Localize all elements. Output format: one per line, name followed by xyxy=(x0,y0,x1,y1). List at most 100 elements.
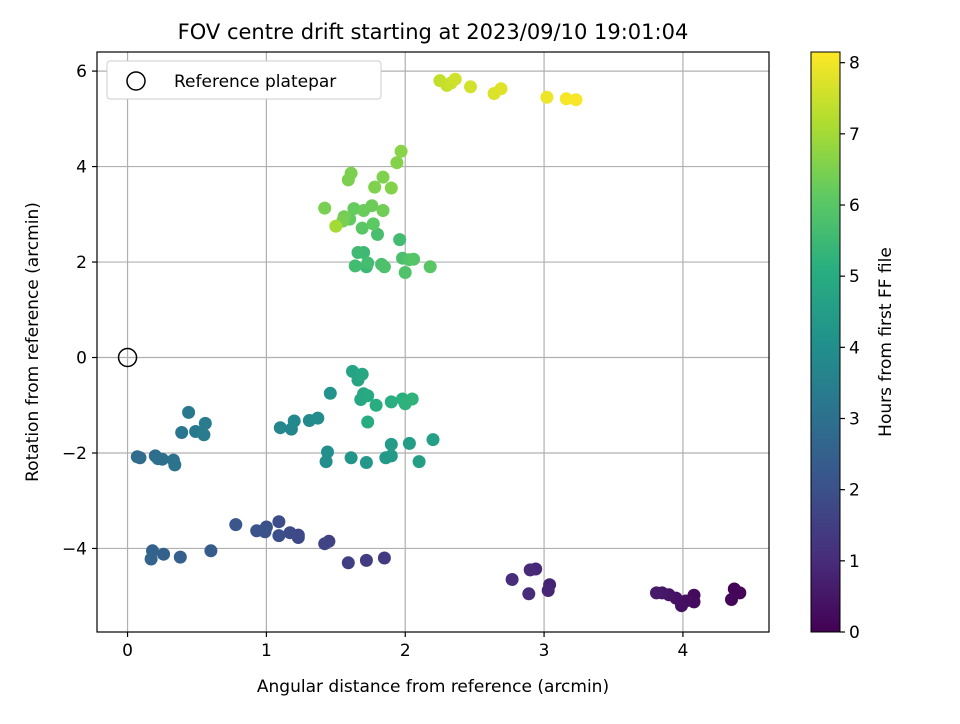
reference-platepar-marker xyxy=(117,347,138,368)
legend-marker xyxy=(126,71,146,91)
grid-lines xyxy=(97,52,769,632)
data-point xyxy=(355,221,369,235)
data-point xyxy=(376,170,390,184)
data-point xyxy=(393,233,407,247)
data-point xyxy=(318,537,332,551)
colorbar-label: Hours from first FF file xyxy=(876,247,896,437)
legend: Reference platepar xyxy=(106,60,382,100)
data-point xyxy=(197,428,211,442)
data-point xyxy=(175,426,189,439)
data-point xyxy=(344,166,358,180)
data-point xyxy=(412,455,426,469)
data-point xyxy=(366,217,380,231)
colorbar-tick-label: 5 xyxy=(849,267,860,287)
data-point xyxy=(407,252,421,266)
data-point xyxy=(329,219,343,233)
colorbar-tick-label: 4 xyxy=(849,338,860,358)
x-tick-label: 0 xyxy=(122,641,133,661)
data-point xyxy=(368,180,382,194)
plot-frame xyxy=(96,51,770,633)
data-point xyxy=(347,202,361,216)
data-point xyxy=(390,156,404,170)
data-point xyxy=(448,72,462,86)
data-point xyxy=(384,437,398,451)
data-point xyxy=(384,395,398,409)
data-point xyxy=(541,584,555,597)
data-point xyxy=(130,450,144,464)
data-point xyxy=(168,458,182,472)
legend-box xyxy=(106,60,382,100)
data-point xyxy=(323,386,337,400)
colorbar-tick-label: 1 xyxy=(849,552,860,572)
data-point xyxy=(144,552,158,566)
data-point xyxy=(394,144,408,158)
axis-ticks: 0 1 2 3 4 −4 −2 0 2 4 6 xyxy=(62,62,688,661)
data-point xyxy=(173,550,187,564)
data-point xyxy=(365,199,379,213)
data-point xyxy=(540,90,554,104)
data-point xyxy=(377,551,391,565)
colorbar-tick-label: 0 xyxy=(849,623,860,643)
data-point xyxy=(155,452,169,466)
data-point xyxy=(359,456,373,469)
data-point xyxy=(377,260,391,274)
data-point xyxy=(198,416,212,430)
y-tick-label: 6 xyxy=(76,62,87,82)
data-point xyxy=(283,526,297,540)
data-point xyxy=(384,181,398,195)
x-tick-label: 2 xyxy=(400,641,411,661)
data-point xyxy=(273,421,287,435)
data-point xyxy=(321,445,334,459)
x-axis-label: Angular distance from reference (arcmin) xyxy=(257,677,609,697)
data-point xyxy=(559,92,573,106)
data-point xyxy=(505,573,519,586)
data-point xyxy=(229,518,243,532)
data-point xyxy=(348,259,362,273)
data-point xyxy=(311,411,325,425)
data-point xyxy=(341,556,355,570)
colorbar-tick-label: 6 xyxy=(849,196,860,216)
colorbar-tick-label: 2 xyxy=(849,481,860,501)
data-point xyxy=(725,593,738,606)
data-point xyxy=(405,392,419,406)
data-point xyxy=(361,389,375,403)
data-point xyxy=(359,553,373,567)
data-point xyxy=(398,266,412,279)
colorbar-tick-label: 8 xyxy=(849,54,860,74)
data-point xyxy=(287,414,301,428)
data-point xyxy=(250,524,264,538)
data-point xyxy=(272,529,286,543)
legend-label: Reference platepar xyxy=(174,72,336,92)
colorbar-gradient xyxy=(810,51,841,633)
y-axis-label: Rotation from reference (arcmin) xyxy=(23,202,43,482)
data-point xyxy=(650,586,663,600)
data-point xyxy=(464,80,477,94)
y-tick-label: 0 xyxy=(76,349,87,369)
data-point xyxy=(272,515,286,529)
colorbar-tick-label: 3 xyxy=(849,410,860,430)
data-point xyxy=(494,82,508,96)
colorbar-ticks: 0 1 2 3 4 5 6 7 8 xyxy=(840,54,860,643)
data-point xyxy=(371,227,384,241)
y-tick-label: 4 xyxy=(76,158,87,178)
x-tick-label: 3 xyxy=(539,641,550,661)
data-point xyxy=(351,246,365,259)
data-point xyxy=(523,563,537,577)
data-point xyxy=(157,547,171,561)
data-point xyxy=(204,544,218,558)
data-point xyxy=(318,201,332,215)
data-point xyxy=(182,405,196,419)
data-point xyxy=(384,449,398,463)
y-tick-label: −4 xyxy=(62,539,87,559)
colorbar: 0 1 2 3 4 5 6 7 8 Hours from first FF file xyxy=(810,51,896,643)
data-point xyxy=(355,367,369,381)
data-point xyxy=(319,455,333,469)
data-point xyxy=(361,256,375,270)
data-point xyxy=(569,93,583,107)
y-tick-label: −2 xyxy=(62,444,87,464)
data-point xyxy=(522,587,536,601)
data-points xyxy=(130,72,747,613)
data-point xyxy=(402,436,416,450)
